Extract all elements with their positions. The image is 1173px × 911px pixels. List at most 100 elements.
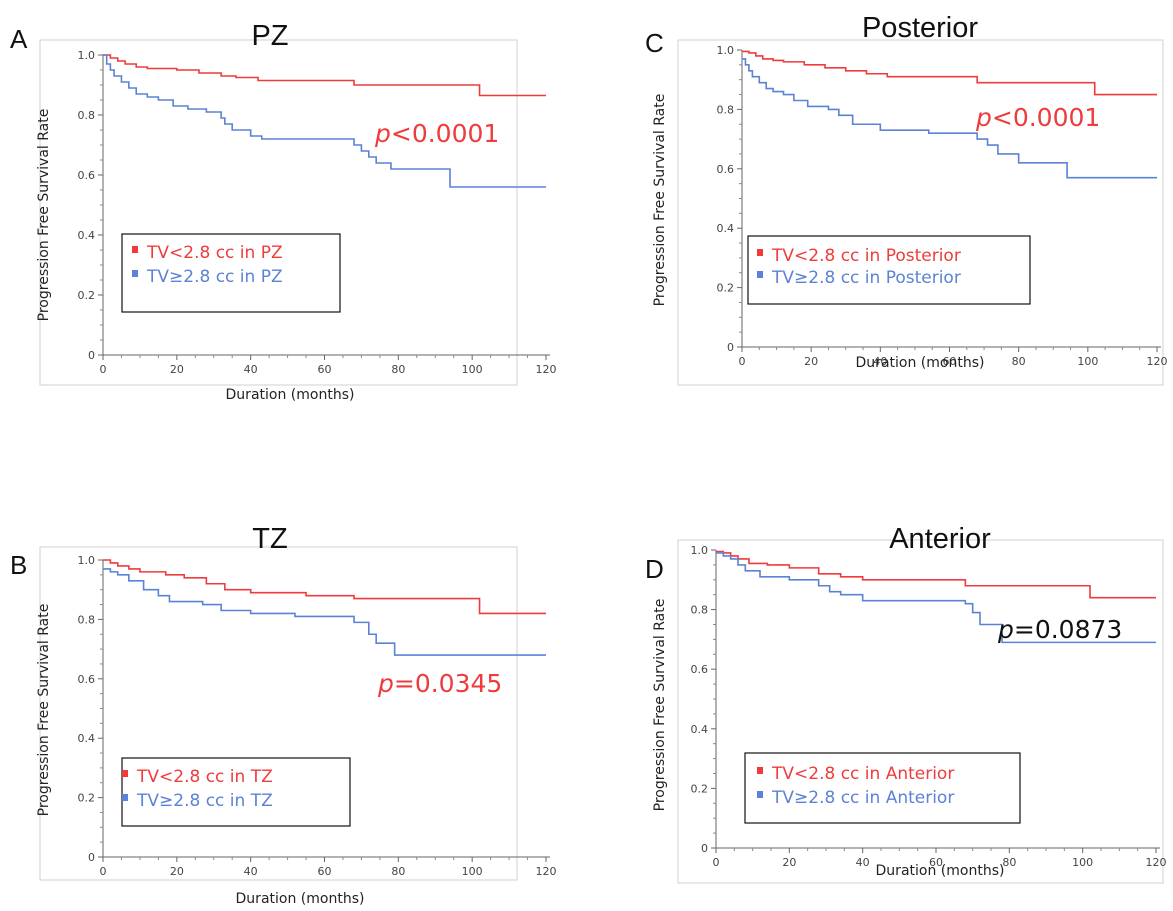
survival-curve-low-tv [103,559,546,615]
y-tick-label: 0.8 [717,103,735,116]
x-tick-label: 80 [391,363,405,376]
plot-frame [677,39,1164,386]
y-tick-label: 0 [701,842,708,855]
x-axis-label: Duration (months) [226,387,355,403]
y-axis-label: Progression Free Survival Rate [36,109,52,322]
y-axis-label: Progression Free Survival Rate [652,599,668,812]
x-tick-label: 20 [782,856,796,869]
y-tick-label: 0.8 [78,109,96,122]
p-value-text: <0.0001 [391,119,499,148]
x-tick-label: 80 [391,865,405,878]
survival-curve-high-tv [103,54,546,188]
legend-swatch [132,246,138,253]
x-tick-label: 20 [170,363,184,376]
legend-box [747,235,1031,305]
panel-d: D Anterior 0 0.2 0.4 0.6 0.8 1.0 0 20 40 60 80 100 120… [645,523,1167,884]
y-axis-label: Progression Free Survival Rate [36,604,52,817]
y-tick-label: 0.6 [717,163,735,176]
panel-c: C Posterior 0 0.2 0.4 0.6 0.8 1.0 0 20 40 60 80 100 12… [645,12,1168,386]
y-axis-label: Progression Free Survival Rate [652,94,668,307]
y-tick-label: 0.6 [78,169,96,182]
x-axis-label: Duration (months) [876,863,1005,879]
panel-title: Anterior [889,523,991,555]
x-tick-label: 0 [739,355,746,368]
y-tick-label: 0.2 [717,282,735,295]
y-tick-label: 0.8 [691,604,709,617]
panel-letter: D [645,554,664,584]
legend-label: TV<2.8 cc in TZ [136,767,273,787]
legend-label: TV≥2.8 cc in PZ [146,267,283,287]
legend-swatch [122,770,128,777]
survival-curve-high-tv [103,568,546,656]
p-value-label: p<0.0001 [975,103,1100,132]
panel-letter: B [10,550,27,580]
y-tick-label: 1.0 [691,544,709,557]
x-tick-label: 120 [1146,856,1167,869]
x-tick-label: 0 [100,865,107,878]
x-tick-label: 100 [462,363,483,376]
p-symbol: p [374,119,391,148]
x-axis-label: Duration (months) [856,355,985,371]
legend-swatch [757,249,763,256]
legend-label: TV≥2.8 cc in Anterior [771,788,954,808]
x-axis-label: Duration (months) [236,891,365,907]
x-tick-label: 40 [244,865,258,878]
plot-frame [677,539,1164,884]
legend-label: TV<2.8 cc in Anterior [771,764,954,784]
p-value-text: =0.0345 [394,669,502,698]
y-tick-label: 1.0 [717,44,735,57]
x-tick-label: 100 [1072,856,1093,869]
y-tick-label: 1.0 [78,554,96,567]
panel-title: Posterior [862,12,978,44]
y-tick-label: 0.6 [691,663,709,676]
y-tick-label: 0.4 [717,222,735,235]
y-tick-label: 0 [88,851,95,864]
legend-label: TV≥2.8 cc in Posterior [771,268,961,288]
survival-curve-low-tv [742,50,1157,96]
p-symbol: p [975,103,992,132]
p-value-label: p=0.0873 [997,615,1122,644]
p-value-label: p<0.0001 [374,119,499,148]
x-tick-label: 60 [318,865,332,878]
x-tick-label: 40 [873,355,887,368]
y-tick-label: 0 [88,349,95,362]
x-tick-label: 80 [1012,355,1026,368]
survival-curve-high-tv [716,552,1156,644]
y-tick-label: 0.2 [78,792,96,805]
panel-b: B TZ 0 0.2 0.4 0.6 0.8 1.0 0 20 40 60 80 100 120 Durati… [10,523,557,907]
panel-a: A PZ 0 0.2 0.4 0.6 0.8 1.0 0 20 40 60 80 100 120 Durati… [10,20,557,403]
panel-letter: A [10,24,28,54]
legend-box [744,752,1021,824]
y-tick-label: 0.4 [78,229,96,242]
legend-swatch [757,271,763,278]
x-tick-label: 100 [462,865,483,878]
p-value-text: =0.0873 [1014,615,1122,644]
legend-swatch [757,791,763,798]
x-tick-label: 60 [318,363,332,376]
y-tick-label: 0.2 [78,289,96,302]
p-value-text: <0.0001 [992,103,1100,132]
y-tick-label: 0 [727,341,734,354]
legend-label: TV<2.8 cc in Posterior [771,246,961,266]
survival-curve-low-tv [716,550,1156,599]
x-tick-label: 120 [536,363,557,376]
x-tick-label: 100 [1077,355,1098,368]
x-tick-label: 60 [929,856,943,869]
x-tick-label: 20 [170,865,184,878]
panel-title: PZ [251,20,288,52]
p-value-label: p=0.0345 [377,669,502,698]
legend-swatch [757,767,763,774]
legend-box [121,757,351,827]
y-tick-label: 0.2 [691,782,709,795]
legend-box [121,233,341,313]
legend-label: TV<2.8 cc in PZ [146,243,283,263]
y-tick-label: 1.0 [78,49,96,62]
y-tick-label: 0.6 [78,673,96,686]
x-tick-label: 120 [536,865,557,878]
survival-curve-low-tv [103,54,546,97]
x-tick-label: 0 [713,856,720,869]
plot-frame [39,546,518,881]
y-tick-label: 0.4 [78,732,96,745]
x-tick-label: 40 [856,856,870,869]
